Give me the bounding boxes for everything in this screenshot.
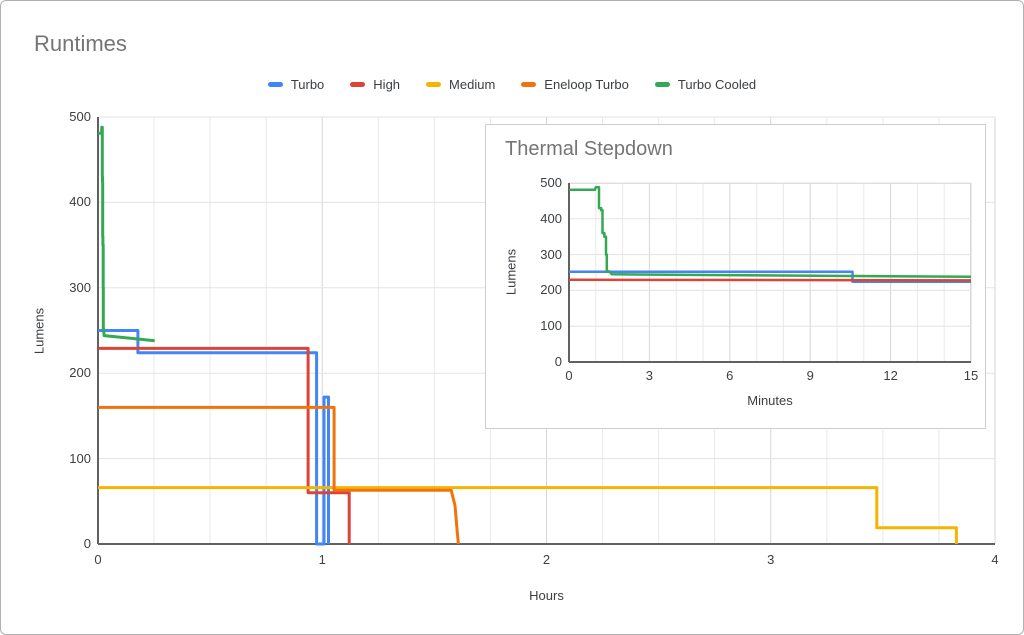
inset-x-axis-title: Minutes: [747, 393, 793, 408]
legend-label: Medium: [449, 77, 496, 92]
legend-label: Turbo: [290, 77, 325, 92]
x-tick-label: 6: [726, 368, 734, 383]
y-tick-label: 400: [540, 210, 562, 226]
series-line-high: [568, 278, 972, 282]
series-line-medium: [98, 486, 958, 544]
y-tick-label: 300: [540, 246, 562, 262]
legend-swatch-turbo-cooled: [654, 82, 670, 87]
legend-swatch-medium: [426, 82, 442, 87]
inset-chart-svg: [568, 182, 972, 363]
legend-item-high[interactable]: High: [350, 77, 400, 92]
y-tick-label: 0: [83, 536, 91, 551]
x-axis-title: Hours: [529, 588, 564, 603]
x-tick-label: 0: [565, 368, 573, 383]
thermal-stepdown-panel: Thermal Stepdown Minutes Lumens 0 3 6 9 12 15…: [485, 124, 986, 429]
series-line-turbo: [98, 329, 330, 546]
inset-chart-title: Thermal Stepdown: [505, 138, 673, 160]
y-tick-label: 500: [540, 175, 562, 190]
y-axis-title: Lumens: [31, 307, 47, 355]
legend-swatch-turbo: [267, 82, 283, 87]
x-tick-label: 2: [542, 552, 551, 567]
legend-swatch-eneloop-turbo: [521, 82, 537, 87]
legend-label: Turbo Cooled: [677, 77, 757, 92]
legend-label: High: [373, 77, 401, 92]
thermal-stepdown-plot-area: [568, 182, 972, 363]
series-line-eneloop-turbo: [98, 405, 460, 545]
x-tick-label: 0: [94, 552, 102, 567]
legend-swatch-high: [350, 82, 366, 87]
y-tick-label: 500: [69, 109, 91, 124]
x-tick-label: 15: [963, 368, 979, 383]
x-tick-label: 3: [645, 368, 653, 383]
chart-legend: Turbo High Medium Eneloop Turbo Turbo Cooled: [1, 77, 1023, 92]
y-tick-label: 100: [540, 318, 562, 334]
x-tick-label: 3: [767, 552, 775, 567]
chart-title: Runtimes: [34, 31, 127, 56]
y-tick-label: 400: [69, 194, 91, 210]
y-tick-label: 300: [69, 279, 91, 295]
legend-label: Eneloop Turbo: [544, 77, 629, 92]
series-line-turbo-cooled: [569, 186, 972, 279]
y-tick-label: 200: [69, 365, 91, 381]
legend-item-turbo-cooled[interactable]: Turbo Cooled: [654, 77, 757, 92]
y-tick-label: 100: [69, 450, 91, 466]
series-line-high: [98, 346, 351, 544]
legend-item-medium[interactable]: Medium: [426, 77, 495, 92]
x-tick-label: 4: [991, 552, 999, 567]
series-line-turbo-cooled: [98, 125, 155, 343]
x-tick-label: 12: [883, 368, 898, 383]
legend-item-eneloop-turbo[interactable]: Eneloop Turbo: [521, 77, 629, 92]
legend-item-turbo[interactable]: Turbo: [267, 77, 325, 92]
x-tick-label: 9: [806, 368, 814, 383]
y-tick-label: 0: [554, 354, 562, 369]
y-tick-label: 200: [540, 282, 562, 298]
x-tick-label: 1: [318, 552, 326, 567]
